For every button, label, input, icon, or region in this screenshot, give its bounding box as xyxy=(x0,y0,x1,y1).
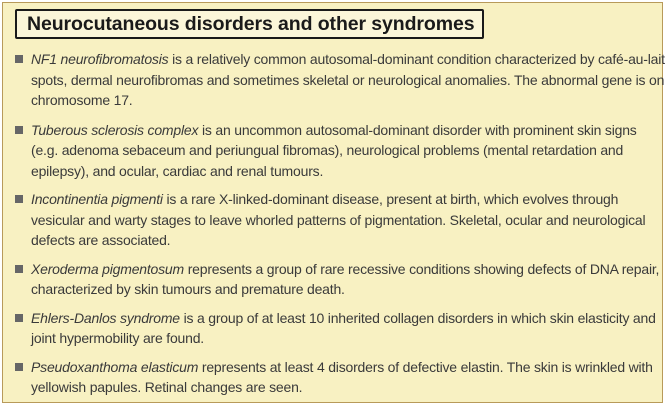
list-item: Xeroderma pigmentosum represents a group… xyxy=(15,259,665,300)
syndrome-term: NF1 neurofibromatosis xyxy=(31,51,169,67)
syndrome-list: NF1 neurofibromatosis is a relatively co… xyxy=(15,49,665,406)
syndrome-description: is an uncommon autosomal-dominant disord… xyxy=(31,121,637,179)
square-bullet-icon xyxy=(15,264,23,273)
syndrome-term: Incontinentia pigmenti xyxy=(31,191,163,207)
square-bullet-icon xyxy=(15,125,23,134)
list-item: Tuberous sclerosis complex is an uncommo… xyxy=(15,120,665,182)
list-item: NF1 neurofibromatosis is a relatively co… xyxy=(15,49,665,111)
square-bullet-icon xyxy=(15,195,23,203)
syndrome-description: is a rare X-linked-dominant disease, pre… xyxy=(31,191,646,248)
list-item: Incontinentia pigmenti is a rare X-linke… xyxy=(15,189,665,251)
syndrome-term: Xeroderma pigmentosum xyxy=(31,260,184,277)
syndrome-description: represents at least 4 disorders of defec… xyxy=(31,358,653,396)
syndrome-description: represents a group of rare recessive con… xyxy=(31,260,660,298)
syndrome-description: is a relatively common autosomal-dominan… xyxy=(31,51,665,108)
square-bullet-icon xyxy=(15,55,23,63)
box-title-tab: Neurocutaneous disorders and other syndr… xyxy=(15,9,484,39)
syndrome-description: is a group of at least 10 inherited coll… xyxy=(31,309,656,347)
syndrome-term: Tuberous sclerosis complex xyxy=(31,121,199,138)
syndrome-term: Ehlers-Danlos syndrome xyxy=(31,309,180,326)
box-title: Neurocutaneous disorders and other syndr… xyxy=(27,12,475,35)
syndrome-term: Pseudoxanthoma elasticum xyxy=(31,358,199,375)
list-item: Pseudoxanthoma elasticum represents at l… xyxy=(15,357,665,398)
square-bullet-icon xyxy=(15,313,23,322)
list-item: Ehlers-Danlos syndrome is a group of at … xyxy=(15,308,665,349)
square-bullet-icon xyxy=(15,362,23,371)
